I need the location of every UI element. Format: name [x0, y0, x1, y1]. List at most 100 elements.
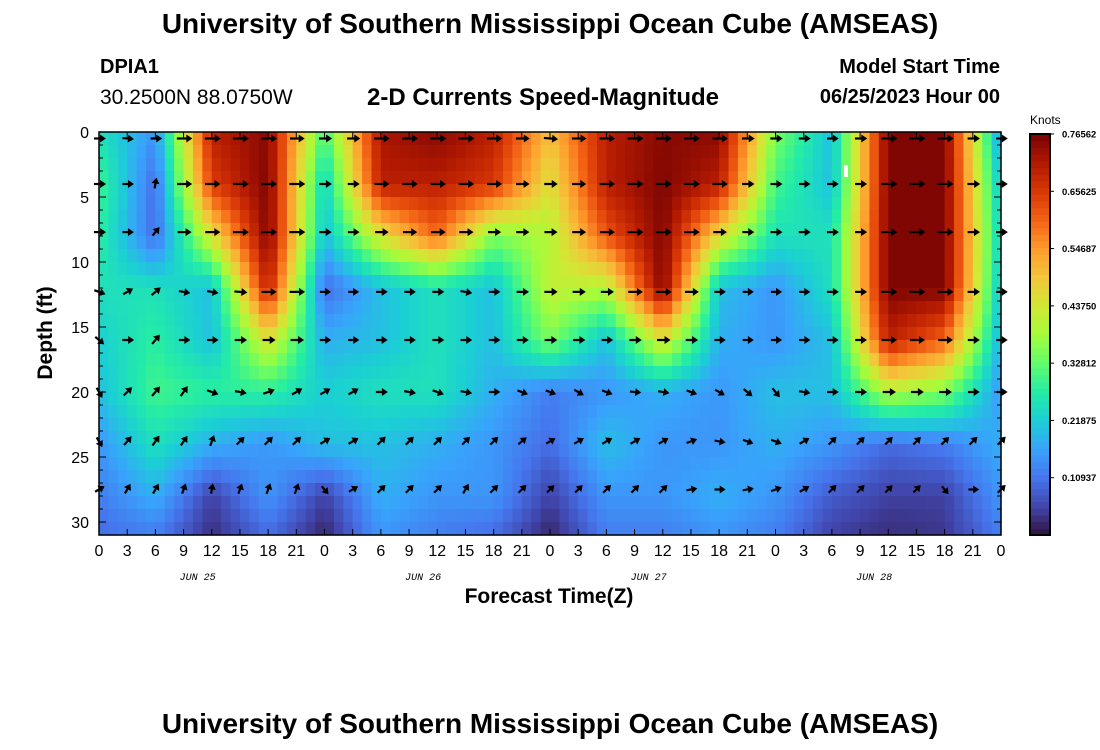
heatmap-cell: [399, 444, 410, 458]
heatmap-cell: [719, 379, 730, 393]
heatmap-cell: [982, 262, 993, 276]
heatmap-cell: [277, 522, 288, 536]
heatmap-cell: [155, 431, 166, 445]
current-vector: [712, 134, 728, 143]
vector-head: [579, 287, 586, 296]
vector-head: [325, 287, 332, 296]
current-vector: [405, 484, 414, 494]
heatmap-cell: [183, 288, 194, 302]
heatmap-cell: [775, 158, 786, 172]
heatmap-cell: [324, 470, 335, 484]
heatmap-cell: [662, 470, 673, 484]
heatmap-cell: [484, 470, 495, 484]
heatmap-cell: [925, 522, 936, 536]
heatmap-cell: [982, 184, 993, 198]
heatmap-cell: [249, 301, 260, 315]
heatmap-cell: [907, 444, 918, 458]
heatmap-cell: [540, 353, 551, 367]
heatmap-cell: [503, 444, 514, 458]
heatmap-cell: [221, 483, 232, 497]
heatmap-cell: [399, 327, 410, 341]
heatmap-cell: [258, 301, 269, 315]
heatmap-cell: [474, 353, 485, 367]
heatmap-cell: [371, 340, 382, 354]
heatmap-cell: [512, 353, 523, 367]
colorbar-segment: [1030, 287, 1050, 295]
heatmap-cell: [907, 470, 918, 484]
heatmap-cell: [634, 184, 645, 198]
heatmap-cell: [709, 444, 720, 458]
heatmap-cell: [484, 288, 495, 302]
heatmap-cell: [531, 223, 542, 237]
heatmap-cell: [944, 236, 955, 250]
heatmap-cell: [296, 197, 307, 211]
heatmap-cell: [747, 184, 758, 198]
heatmap-cell: [719, 158, 730, 172]
heatmap-cell: [286, 340, 297, 354]
heatmap-cell: [437, 483, 448, 497]
heatmap-cell: [850, 509, 861, 523]
heatmap-cell: [164, 353, 175, 367]
heatmap-cell: [390, 418, 401, 432]
heatmap-cell: [944, 483, 955, 497]
heatmap-cell: [324, 275, 335, 289]
heatmap-cell: [164, 379, 175, 393]
current-vector: [205, 228, 221, 237]
heatmap-cell: [550, 275, 560, 289]
heatmap-cell: [803, 262, 814, 276]
vector-shaft: [178, 289, 186, 294]
heatmap-cell: [643, 353, 654, 367]
colorbar-segment: [1030, 374, 1050, 382]
heatmap-cell: [784, 249, 795, 263]
heatmap-cell: [418, 132, 429, 146]
heatmap-cell: [230, 314, 241, 328]
heatmap-cell: [202, 249, 213, 263]
heatmap-cell: [446, 379, 457, 393]
heatmap-cell: [427, 392, 438, 406]
current-vector: [544, 180, 558, 188]
heatmap-cell: [503, 262, 514, 276]
heatmap-cell: [362, 314, 373, 328]
colorbar-segment: [1030, 514, 1050, 523]
heatmap-cell: [249, 184, 260, 198]
heatmap-cell: [897, 288, 908, 302]
heatmap-cell: [728, 288, 739, 302]
heatmap-cell: [352, 210, 363, 224]
heatmap-cell: [615, 392, 626, 406]
heatmap-cell: [127, 418, 138, 432]
colorbar-segment: [1030, 154, 1050, 162]
current-vector: [348, 485, 359, 493]
heatmap-cell: [625, 327, 636, 341]
heatmap-cell: [277, 262, 288, 276]
heatmap-cell: [503, 470, 514, 484]
heatmap-cell: [709, 158, 720, 172]
heatmap-cell: [728, 275, 739, 289]
heatmap-cell: [296, 145, 307, 159]
heatmap-cell: [690, 470, 701, 484]
heatmap-cell: [465, 301, 476, 315]
vector-shaft: [460, 289, 468, 294]
heatmap-cell: [907, 301, 918, 315]
heatmap-cell: [493, 145, 504, 159]
heatmap-cell: [728, 483, 739, 497]
heatmap-cell: [418, 431, 429, 445]
heatmap-cell: [737, 418, 748, 432]
heatmap-cell: [371, 314, 382, 328]
heatmap-cell: [672, 158, 683, 172]
heatmap-cell: [982, 327, 993, 341]
heatmap-cell: [127, 483, 138, 497]
vector-head: [381, 336, 388, 344]
heatmap-cell: [690, 210, 701, 224]
heatmap-cell: [587, 145, 598, 159]
heatmap-cell: [954, 249, 965, 263]
heatmap-cell: [559, 470, 570, 484]
vector-head: [180, 386, 188, 394]
heatmap-cell: [596, 327, 607, 341]
heatmap-cell: [681, 145, 692, 159]
heatmap-cell: [145, 171, 156, 185]
heatmap-cell: [587, 132, 598, 146]
vector-head: [637, 180, 644, 188]
heatmap-cell: [286, 249, 297, 263]
heatmap-cell: [897, 470, 908, 484]
current-vector: [348, 437, 359, 445]
